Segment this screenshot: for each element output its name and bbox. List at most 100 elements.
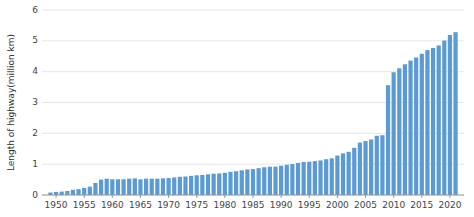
bar (268, 167, 272, 195)
bar (279, 166, 283, 195)
x-tick (365, 195, 366, 198)
x-tick-label: 2000 (326, 200, 349, 210)
x-tick-label: 2010 (382, 200, 405, 210)
bar (121, 179, 125, 195)
bar (155, 179, 159, 195)
bar (228, 172, 232, 195)
bar (234, 171, 238, 195)
bar (392, 72, 396, 195)
x-tick-label: 1970 (157, 200, 180, 210)
y-tick-label: 0 (32, 190, 38, 200)
bar (206, 174, 210, 195)
bar (245, 169, 249, 195)
y-tick-label: 6 (32, 5, 38, 15)
x-tick-label: 1985 (242, 200, 265, 210)
y-tick-label: 4 (32, 66, 38, 76)
bar (431, 48, 435, 195)
bar (116, 179, 120, 195)
bar (223, 173, 227, 195)
bar (88, 187, 92, 195)
bar (341, 153, 345, 195)
grid-line (42, 40, 464, 41)
y-tick-label: 2 (32, 128, 38, 138)
bar (212, 174, 216, 195)
bar (217, 173, 221, 195)
bar (352, 148, 356, 195)
bar (166, 178, 170, 195)
x-tick-label: 1975 (185, 200, 208, 210)
bar (414, 57, 418, 195)
bar (60, 192, 64, 195)
x-tick-label: 2015 (410, 200, 433, 210)
x-tick (112, 195, 113, 198)
bar (408, 61, 412, 195)
bar (161, 178, 165, 195)
bar (71, 190, 75, 195)
bar (290, 164, 294, 195)
bar (262, 167, 266, 195)
bar (273, 167, 277, 195)
bar (347, 152, 351, 195)
bar (403, 64, 407, 195)
grid-line (42, 10, 464, 11)
x-tick-label: 1960 (101, 200, 124, 210)
x-tick-label: 1990 (270, 200, 293, 210)
bar (76, 189, 80, 195)
bar (240, 170, 244, 195)
x-tick (168, 195, 169, 198)
y-axis-label: Length of highway(million km) (6, 34, 16, 171)
bar (257, 168, 261, 195)
bar (150, 179, 154, 195)
bar (183, 177, 187, 196)
x-tick (253, 195, 254, 198)
bar (437, 45, 441, 195)
bar (369, 140, 373, 196)
x-tick (449, 195, 450, 198)
bars (48, 32, 457, 195)
bar (285, 165, 289, 195)
bar (138, 179, 142, 195)
bar (133, 178, 137, 195)
bar (82, 188, 86, 195)
bar (448, 35, 452, 195)
bar (425, 50, 429, 195)
bar (420, 54, 424, 195)
y-tick-label: 5 (32, 35, 38, 45)
bar (200, 175, 204, 195)
y-tick-label: 1 (32, 159, 38, 169)
bar (99, 180, 103, 195)
bar (110, 179, 114, 195)
bar (144, 179, 148, 195)
bar (307, 162, 311, 195)
bar (296, 163, 300, 195)
bar (380, 135, 384, 195)
bar (324, 159, 328, 195)
bar (318, 160, 322, 195)
bar (172, 177, 176, 195)
x-tick (224, 195, 225, 198)
x-tick (393, 195, 394, 198)
bar (397, 68, 401, 195)
x-tick-label: 2005 (354, 200, 377, 210)
bar (442, 41, 446, 195)
bar (386, 85, 390, 195)
x-tick (56, 195, 57, 198)
x-tick (337, 195, 338, 198)
chart: 0123456195019551960196519701975198019851… (0, 0, 474, 217)
bar (195, 175, 199, 195)
bar (375, 136, 379, 195)
x-tick-label: 1950 (45, 200, 68, 210)
x-tick-label: 2020 (438, 200, 461, 210)
bar (105, 179, 109, 195)
bar (330, 158, 334, 195)
x-tick (140, 195, 141, 198)
y-tick-label: 3 (32, 97, 38, 107)
x-tick (84, 195, 85, 198)
x-tick (281, 195, 282, 198)
bar (363, 141, 367, 195)
bar (453, 32, 457, 195)
bar (335, 156, 339, 195)
bar (251, 169, 255, 195)
bar (189, 176, 193, 195)
x-tick-label: 1955 (73, 200, 96, 210)
